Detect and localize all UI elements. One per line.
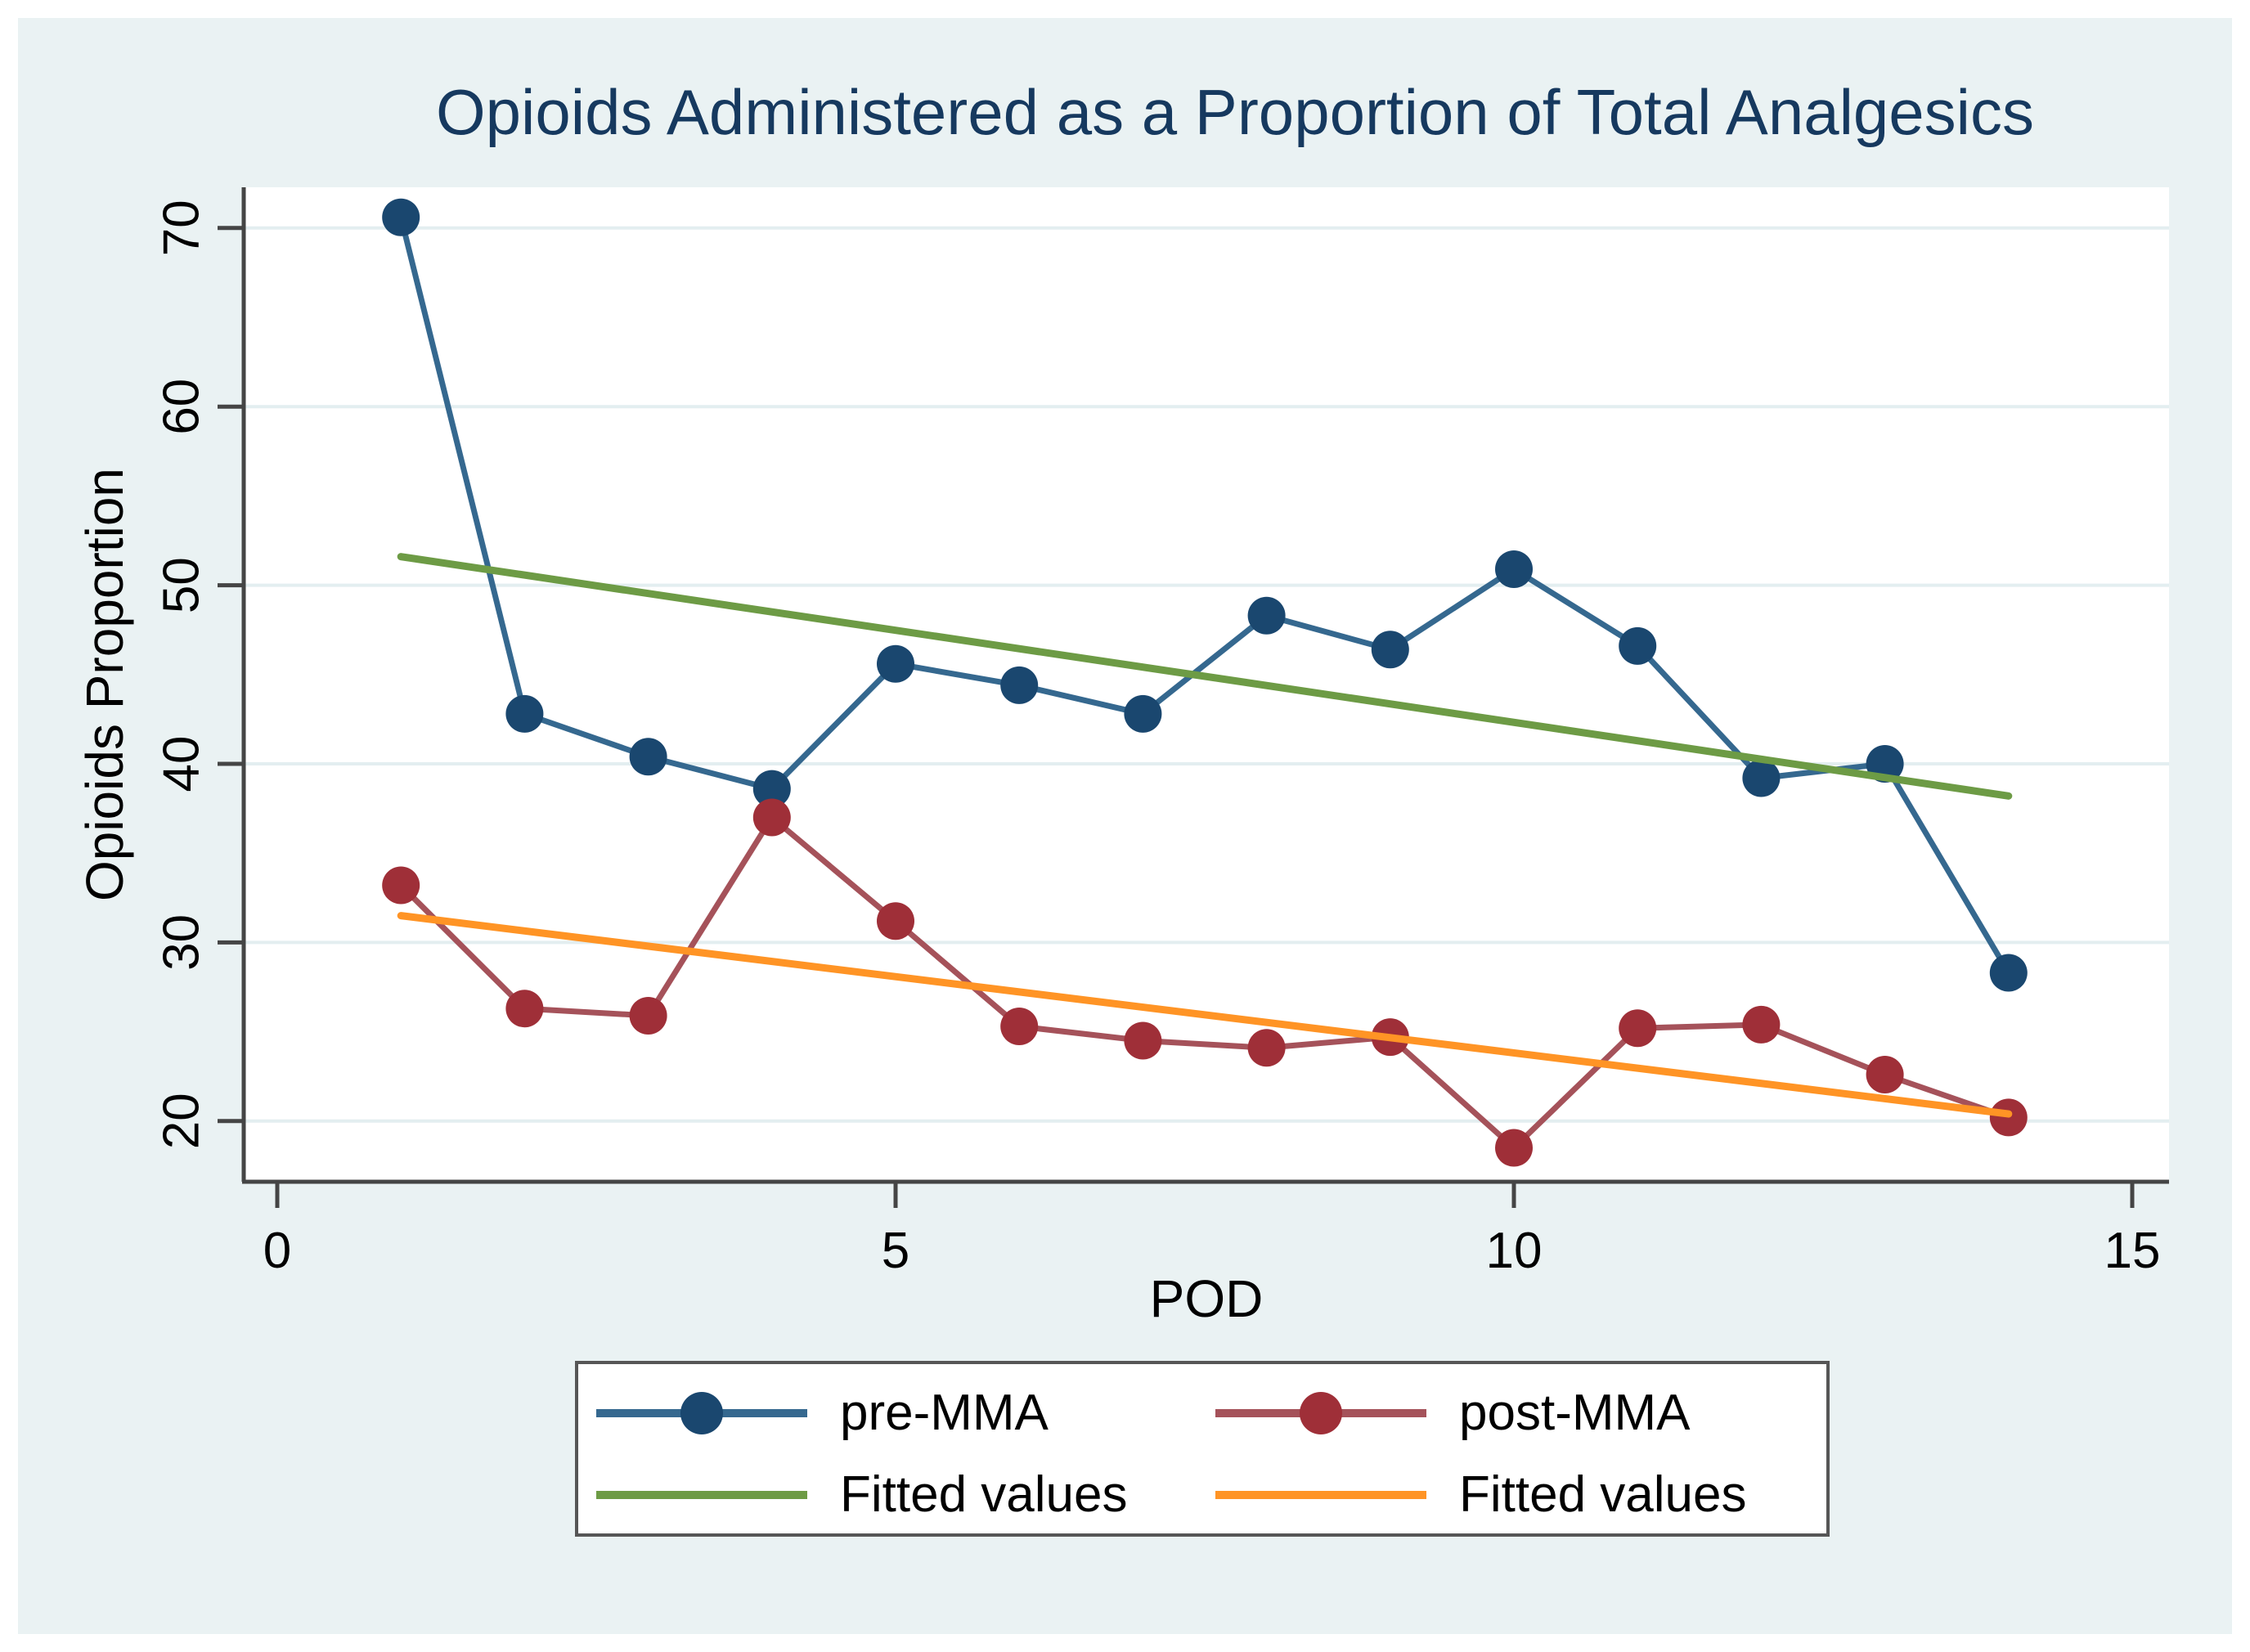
pre-mma-legend-marker (596, 1391, 807, 1434)
post-mma-point-pod-1 (382, 866, 420, 905)
legend-label-fitted-pre: Fitted values (840, 1466, 1128, 1523)
pre-mma-point-pod-1 (382, 198, 420, 236)
chart-title: Opioids Administered as a Proportion of … (436, 76, 2034, 148)
post-mma-point-pod-11 (1619, 1009, 1657, 1048)
legend-item-fitted-post: Fitted values (1215, 1452, 1747, 1537)
post-mma-point-pod-10 (1495, 1129, 1533, 1167)
post-mma-point-pod-8 (1247, 1029, 1286, 1067)
pre-mma-point-pod-2 (505, 694, 544, 733)
y-tick-label-50: 50 (153, 557, 209, 613)
post-mma-point-pod-7 (1124, 1021, 1162, 1060)
x-axis-label: POD (1150, 1269, 1264, 1328)
post-mma-point-pod-5 (877, 902, 914, 940)
post-mma-dot-icon (1300, 1391, 1342, 1434)
legend-item-fitted-pre: Fitted values (596, 1452, 1128, 1537)
pre-mma-point-pod-8 (1247, 596, 1286, 635)
x-tick-label-10: 10 (1486, 1223, 1543, 1279)
pre-mma-point-pod-5 (877, 644, 914, 683)
legend-label-fitted-post: Fitted values (1459, 1466, 1747, 1523)
post-mma-point-pod-2 (505, 990, 544, 1028)
post-mma-point-pod-3 (629, 996, 667, 1035)
y-tick-label-60: 60 (153, 379, 209, 435)
legend-item-post-mma: post-MMA (1215, 1371, 1690, 1455)
x-tick-label-0: 0 (263, 1223, 291, 1279)
post-mma-point-pod-6 (1000, 1008, 1039, 1046)
fitted-post-legend-marker (1215, 1474, 1426, 1516)
x-tick-label-5: 5 (882, 1223, 909, 1279)
fit-post-fitted-line (397, 912, 2013, 1118)
legend-label-post-mma: post-MMA (1459, 1385, 1691, 1441)
post-mma-point-pod-4 (752, 798, 791, 837)
y-tick-label-30: 30 (153, 914, 209, 971)
legend-label-pre-mma: pre-MMA (840, 1385, 1049, 1441)
pre-mma-point-pod-11 (1619, 626, 1657, 665)
pre-mma-point-pod-10 (1495, 550, 1533, 588)
plot-area (244, 187, 2169, 1182)
legend-item-pre-mma: pre-MMA (596, 1371, 1049, 1455)
fitted-pre-legend-marker (596, 1474, 807, 1516)
x-tick-label-15: 15 (2104, 1223, 2161, 1279)
post-mma-point-pod-13 (1866, 1056, 1904, 1094)
pre-mma-point-pod-7 (1124, 694, 1162, 733)
pre-mma-point-pod-12 (1742, 759, 1781, 797)
pre-mma-dot-icon (680, 1391, 723, 1434)
y-tick-label-70: 70 (153, 200, 209, 256)
pre-mma-point-pod-4 (752, 770, 791, 808)
pre-mma-point-pod-6 (1000, 666, 1039, 704)
post-mma-point-pod-12 (1742, 1005, 1781, 1044)
fit-pre-fitted-line (397, 553, 2013, 800)
post-mma-legend-marker (1215, 1391, 1426, 1434)
y-axis-label: Opioids Proportion (75, 468, 134, 901)
y-tick-label-20: 20 (153, 1093, 209, 1149)
pre-mma-point-pod-9 (1371, 631, 1409, 669)
pre-mma-point-pod-3 (629, 738, 667, 776)
legend-box: pre-MMA post-MMA Fitted values Fitted va… (575, 1361, 1830, 1537)
y-tick-label-40: 40 (153, 736, 209, 792)
post-mma-line (398, 813, 2010, 1152)
pre-mma-point-pod-14 (1989, 954, 2028, 992)
